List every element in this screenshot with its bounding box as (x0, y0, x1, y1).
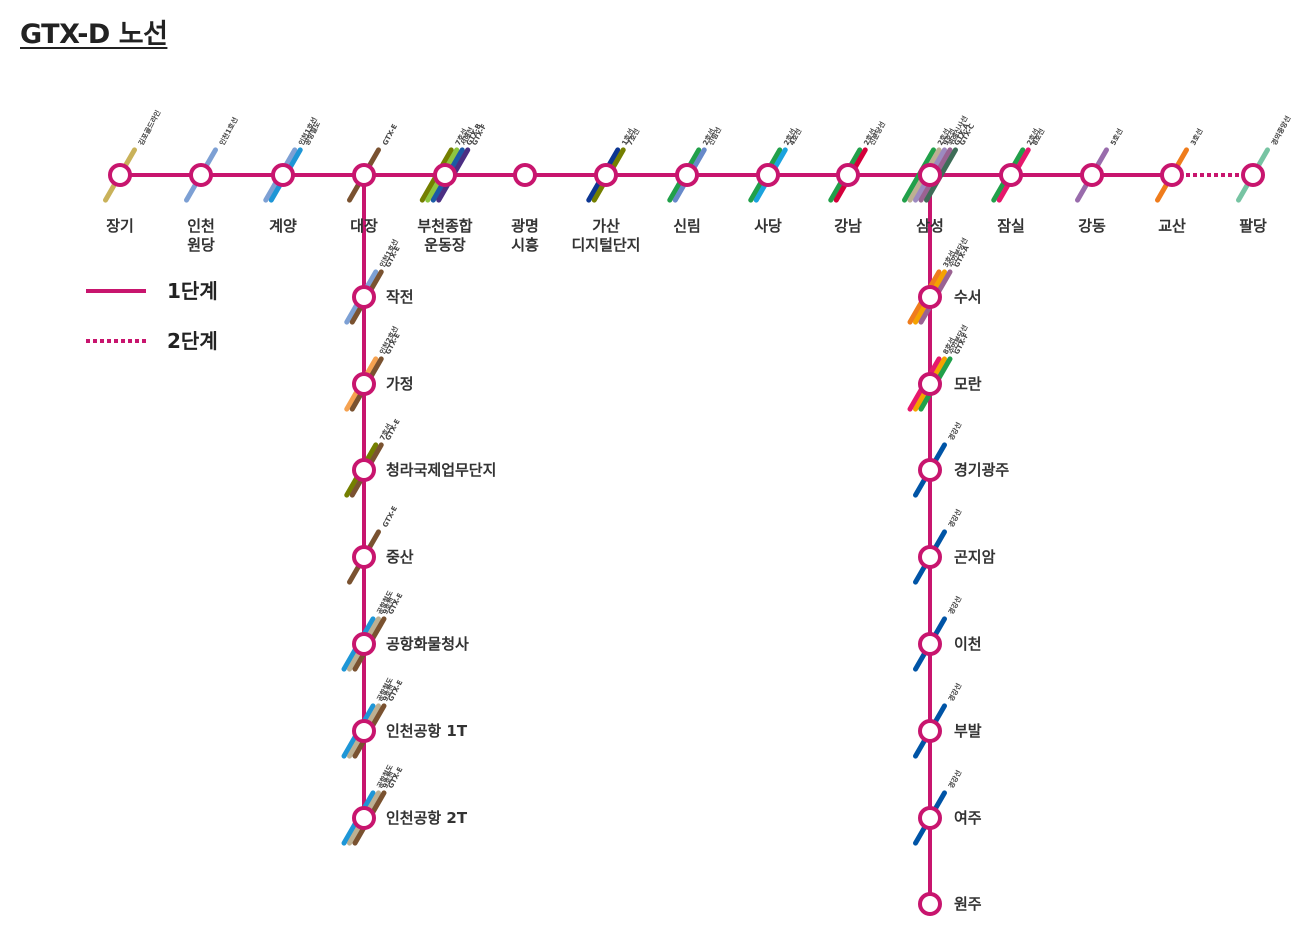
station-name: 광명 (511, 217, 539, 235)
station-marker (352, 163, 376, 187)
station-name: 시흥 (511, 236, 539, 254)
station-name: 인천공항 2T (386, 809, 468, 827)
station-marker (836, 163, 860, 187)
transfer-line-label: 5호선 (1108, 127, 1124, 147)
legend: 1단계 2단계 (86, 279, 218, 353)
station-marker (352, 632, 376, 656)
station-marker (675, 163, 699, 187)
station-marker (352, 285, 376, 309)
station-marker (918, 545, 942, 569)
station-name: 부천종합 (417, 217, 472, 235)
station-name: 가산 (592, 217, 620, 235)
legend-label: 1단계 (167, 279, 218, 303)
station-marker (189, 163, 213, 187)
station-marker (1241, 163, 1265, 187)
station-name: 디지털단지 (571, 236, 640, 254)
station-name: 청라국제업무단지 (386, 461, 496, 479)
transfer-line-label: 경의중앙선 (1269, 114, 1292, 147)
station-name: 잠실 (997, 217, 1025, 235)
transfer-line-label: 경강선 (946, 508, 963, 529)
station-marker (756, 163, 780, 187)
station-name: 신림 (673, 217, 701, 235)
station-name: 운동장 (424, 236, 466, 254)
station-name: 삼성 (916, 217, 944, 235)
station-name: 인천 (187, 217, 215, 235)
station-marker (918, 285, 942, 309)
transfer-line-label: 김포골드라인 (136, 108, 162, 146)
station-marker (918, 372, 942, 396)
station-name: 원주 (954, 895, 982, 913)
route-lines (120, 173, 1253, 904)
station-marker (352, 545, 376, 569)
station-name: 팔당 (1239, 217, 1267, 235)
stations (108, 163, 1265, 916)
station-name: 공항화물청사 (386, 635, 469, 653)
station-marker (999, 163, 1023, 187)
station-name: 계양 (269, 217, 297, 235)
station-name: 원당 (187, 236, 215, 254)
station-marker (108, 163, 132, 187)
station-marker (352, 719, 376, 743)
station-marker (513, 163, 537, 187)
station-marker (918, 163, 942, 187)
station-name: 작전 (386, 288, 414, 306)
station-name: 부발 (954, 722, 982, 740)
station-name: 여주 (954, 809, 982, 827)
station-marker (918, 632, 942, 656)
station-name: 수서 (954, 288, 982, 306)
station-name: 모란 (954, 375, 982, 393)
station-marker (918, 719, 942, 743)
station-marker (918, 892, 942, 916)
station-name: 강동 (1078, 217, 1106, 235)
station-name: 대장 (350, 217, 378, 235)
station-marker (352, 806, 376, 830)
station-name: 강남 (834, 217, 862, 235)
station-name: 교산 (1158, 217, 1186, 235)
station-name: 이천 (954, 635, 982, 653)
station-marker (1160, 163, 1184, 187)
station-marker (352, 458, 376, 482)
transfer-line-label: 경강선 (946, 769, 963, 790)
station-marker (271, 163, 295, 187)
transfer-line-label: 경강선 (946, 421, 963, 442)
station-marker (352, 372, 376, 396)
transfer-line-label: 경강선 (946, 682, 963, 703)
transfer-line-label: 경강선 (946, 595, 963, 616)
transfer-line-label: GTX-E (381, 505, 399, 529)
station-marker (1080, 163, 1104, 187)
station-name: 중산 (386, 548, 414, 566)
station-name: 가정 (386, 375, 414, 393)
station-name: 사당 (754, 217, 782, 235)
station-name: 장기 (106, 217, 134, 235)
transfer-line-label: GTX-E (381, 123, 399, 147)
station-name: 경기광주 (954, 461, 1009, 479)
station-marker (918, 458, 942, 482)
station-marker (433, 163, 457, 187)
page-title: GTX-D 노선 (20, 19, 168, 50)
station-marker (594, 163, 618, 187)
transfer-line-label: 인천1호선 (217, 116, 239, 147)
transfer-line-label: 3호선 (1188, 127, 1204, 147)
station-marker (918, 806, 942, 830)
station-name: 인천공항 1T (386, 722, 468, 740)
legend-label: 2단계 (167, 329, 218, 353)
station-name: 곤지암 (954, 548, 996, 566)
